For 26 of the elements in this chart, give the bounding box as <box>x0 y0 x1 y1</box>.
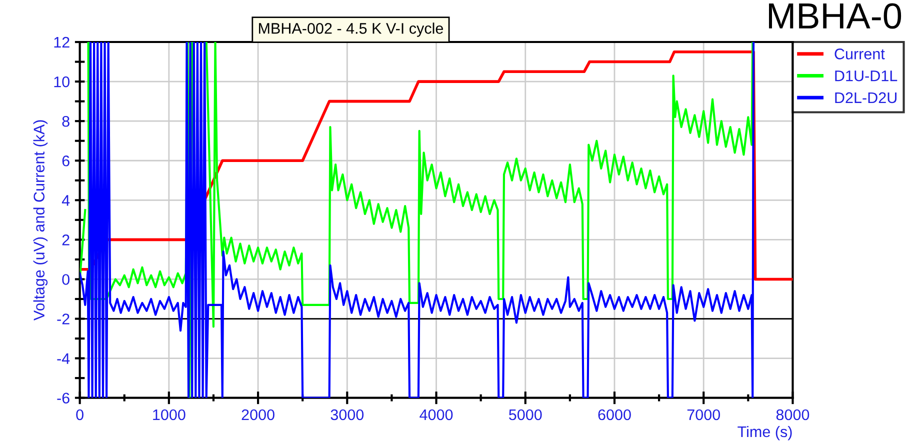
x-tick-label: 3000 <box>330 409 364 420</box>
text: MBHA-0 <box>768 3 902 29</box>
y-tick-label: 2 <box>62 234 70 246</box>
x-tick-label: 6000 <box>598 409 631 420</box>
x-tick-label: 1000 <box>153 409 186 420</box>
legend-label: D1U-D1L <box>835 70 898 82</box>
y-tick-label: -4 <box>57 353 70 364</box>
y-axis-title: Voltage (uV) and Current (kA) <box>33 120 48 320</box>
x-tick-label: 0 <box>76 409 84 420</box>
y-tick-label: 8 <box>62 116 70 127</box>
x-axis-title: Time (s) <box>738 426 792 440</box>
x-tick-label: 4000 <box>420 409 453 420</box>
x-tick-label: 7000 <box>687 409 720 420</box>
y-tick-label: -6 <box>57 392 70 404</box>
y-tick-label: 4 <box>62 195 70 206</box>
x-tick-label: 8000 <box>776 409 810 420</box>
y-tick-label: 12 <box>54 36 70 48</box>
y-tick-label: 6 <box>62 155 70 166</box>
y-tick-label: 0 <box>62 274 70 285</box>
y-tick-label: 10 <box>54 76 70 88</box>
y-tick-label: -2 <box>57 314 70 324</box>
legend-label: Current <box>834 48 885 60</box>
x-tick-label: 5000 <box>509 409 542 420</box>
legend-label: D2L-D2U <box>835 92 896 104</box>
x-tick-label: 2000 <box>242 409 274 420</box>
chart-title: MBHA-002 - 4.5 K V-I cycle <box>259 22 444 37</box>
